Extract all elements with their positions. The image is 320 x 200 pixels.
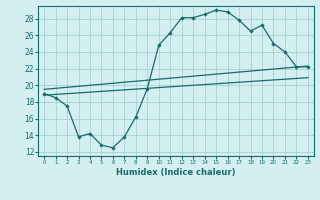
X-axis label: Humidex (Indice chaleur): Humidex (Indice chaleur) [116,168,236,177]
